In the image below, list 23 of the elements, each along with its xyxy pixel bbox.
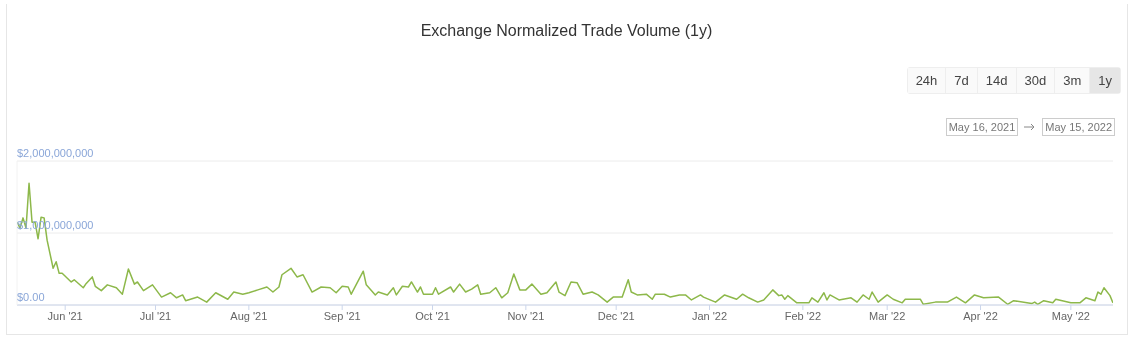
- x-tick-label: Feb '22: [784, 309, 822, 322]
- x-tick-label: Dec '21: [597, 309, 635, 322]
- x-tick-label: Sep '21: [323, 309, 361, 322]
- y-tick-label: $0.00: [17, 290, 45, 303]
- x-tick-label: May '22: [1051, 309, 1090, 322]
- x-tick-label: Nov '21: [507, 309, 545, 322]
- text: May 16, 2021: [945, 118, 1019, 136]
- x-tick-label: Jun '21: [47, 309, 83, 322]
- x-tick-label: Mar '22: [869, 309, 906, 322]
- text: 30d: [1015, 68, 1055, 93]
- x-tick-label: Jul '21: [139, 309, 172, 322]
- x-tick-label: Oct '21: [415, 309, 450, 322]
- text: 1y: [1089, 68, 1120, 93]
- x-tick-label: Jan '22: [691, 309, 728, 322]
- text: 14d: [976, 68, 1016, 93]
- y-tick-label: $2,000,000,000: [17, 146, 94, 159]
- text: 3m: [1054, 68, 1090, 93]
- text: May 15, 2022: [1042, 118, 1115, 136]
- text: 24h: [907, 68, 946, 93]
- chart-title: Exchange Normalized Trade Volume (1y): [419, 22, 714, 40]
- x-tick-label: Apr '22: [963, 309, 998, 322]
- x-tick-label: Aug '21: [230, 309, 268, 322]
- text: 7d: [945, 68, 977, 93]
